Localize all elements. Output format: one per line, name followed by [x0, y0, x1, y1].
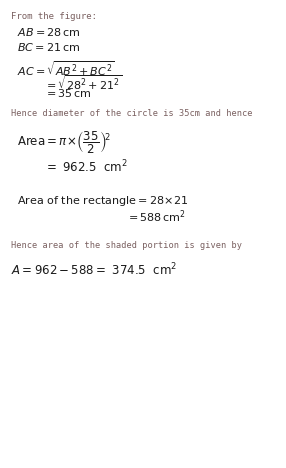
Text: Hence area of the shaded portion is given by: Hence area of the shaded portion is give… [11, 241, 243, 250]
Text: $\mathrm{Area} = \pi\!\times\!\left(\dfrac{35}{2}\right)^{\!2}$: $\mathrm{Area} = \pi\!\times\!\left(\dfr… [17, 129, 112, 155]
Text: $= \ 962.5 \ \ \mathrm{cm}^2$: $= \ 962.5 \ \ \mathrm{cm}^2$ [44, 159, 128, 176]
Text: $= 588\,\mathrm{cm}^2$: $= 588\,\mathrm{cm}^2$ [126, 209, 186, 225]
Text: $\mathrm{Area\ of\ the\ rectangle} = 28\!\times\!21$: $\mathrm{Area\ of\ the\ rectangle} = 28\… [17, 194, 188, 208]
Text: Hence diameter of the circle is 35cm and hence: Hence diameter of the circle is 35cm and… [11, 109, 253, 117]
Text: $= \sqrt{28^2 + 21^2}$: $= \sqrt{28^2 + 21^2}$ [44, 73, 122, 92]
Text: $BC = 21\,\mathrm{cm}$: $BC = 21\,\mathrm{cm}$ [17, 41, 80, 53]
Text: $A = 962 - 588 = \ 374.5 \ \ \mathrm{cm}^2$: $A = 962 - 588 = \ 374.5 \ \ \mathrm{cm}… [11, 262, 178, 278]
Text: $= 35\,\mathrm{cm}$: $= 35\,\mathrm{cm}$ [44, 87, 92, 99]
Text: $AC = \sqrt{AB^2 + BC^2}$: $AC = \sqrt{AB^2 + BC^2}$ [17, 59, 115, 78]
Text: From the figure:: From the figure: [11, 12, 98, 21]
Text: $AB = 28\,\mathrm{cm}$: $AB = 28\,\mathrm{cm}$ [17, 26, 81, 38]
